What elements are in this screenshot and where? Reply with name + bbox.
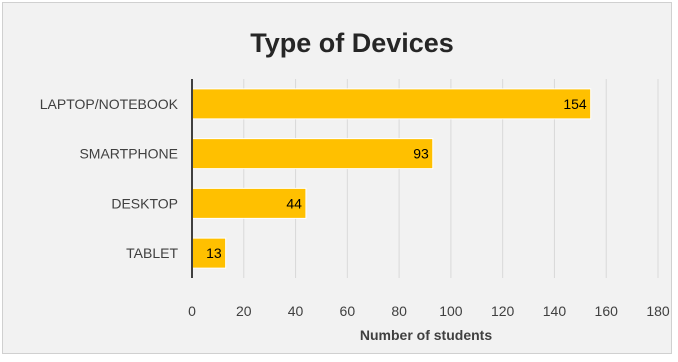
bar (191, 88, 592, 120)
chart-title: Type of Devices (250, 28, 454, 58)
category-label: SMARTPHONE (79, 146, 178, 162)
x-tick-label: 100 (439, 303, 463, 319)
labels: 0 20 40 60 80 100 120 140 160 180 154 LAPTOP/NOTEBO… (40, 96, 670, 319)
bar (191, 138, 434, 170)
x-tick-label: 120 (491, 303, 515, 319)
chart-area: Type of Devices 0 20 40 60 80 100 120 140 160 180… (2, 2, 672, 354)
category-label: TABLET (126, 245, 178, 261)
data-label: 13 (206, 245, 222, 261)
x-axis-title: Number of students (360, 327, 492, 343)
bar (191, 187, 307, 219)
category-label: DESKTOP (111, 195, 178, 211)
data-label: 93 (413, 146, 429, 162)
bar-chart: Type of Devices 0 20 40 60 80 100 120 140 160 180… (40, 28, 670, 343)
category-label: LAPTOP/NOTEBOOK (40, 96, 179, 112)
bars (191, 88, 592, 269)
x-tick-label: 20 (236, 303, 252, 319)
x-tick-label: 160 (595, 303, 619, 319)
x-tick-label: 140 (543, 303, 567, 319)
x-tick-label: 0 (188, 303, 196, 319)
x-tick-label: 60 (340, 303, 356, 319)
x-tick-label: 180 (646, 303, 670, 319)
data-label: 154 (563, 96, 587, 112)
x-tick-label: 40 (288, 303, 304, 319)
x-tick-label: 80 (391, 303, 407, 319)
data-label: 44 (286, 195, 302, 211)
